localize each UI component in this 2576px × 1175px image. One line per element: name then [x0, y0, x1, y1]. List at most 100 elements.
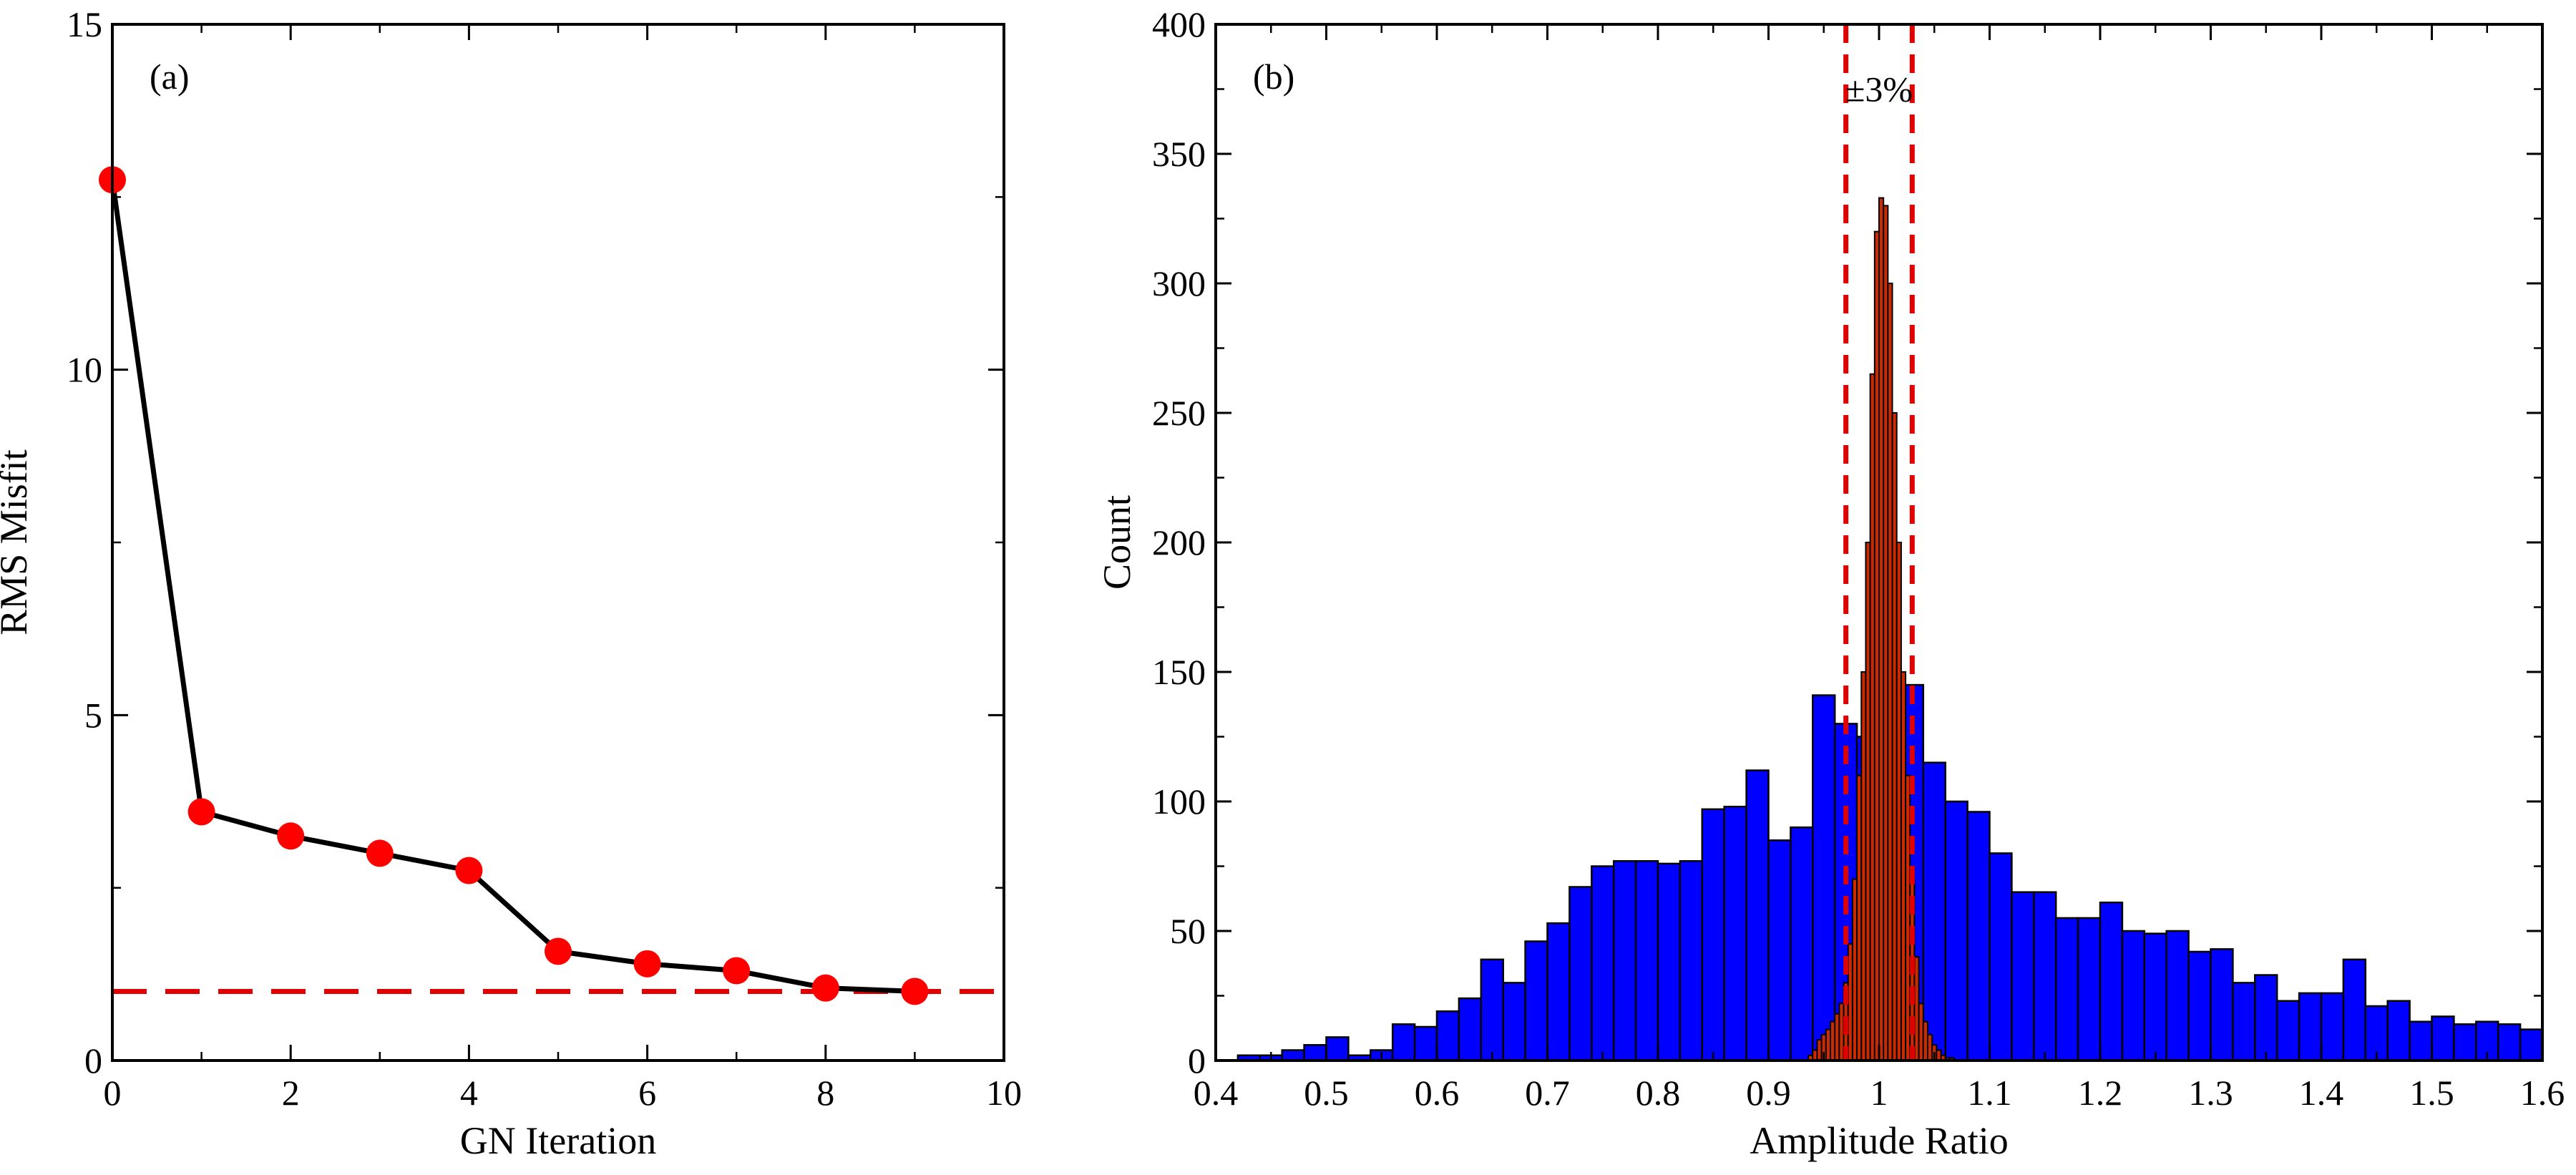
- panel-b-bar-all: [2011, 891, 2035, 1062]
- panel-a-data-point: [455, 857, 483, 884]
- panel-b-bar-all: [1989, 852, 2013, 1062]
- panel-b-y-tick-label: 200: [1152, 522, 1206, 562]
- panel-b-bar-all: [1701, 808, 1725, 1062]
- panel-b-bar-all: [1966, 811, 1991, 1062]
- panel-b-bar-all: [1546, 922, 1571, 1062]
- panel-b-bar-all: [2409, 1020, 2433, 1062]
- panel-a-data-point: [723, 957, 751, 985]
- panel-b-bar-all: [2364, 1005, 2389, 1062]
- panel-b-bar-all: [2453, 1023, 2477, 1062]
- panel-b-y-tick-label: 350: [1152, 134, 1206, 174]
- panel-a-x-tick-label: 10: [986, 1073, 1022, 1113]
- panel-a-x-tick-label: 8: [816, 1073, 834, 1113]
- panel-a-label: (a): [150, 57, 190, 97]
- panel-b-y-axis-label: Count: [1096, 495, 1138, 590]
- panel-a-axes-frame: [111, 23, 1005, 1062]
- panel-a-data-point: [545, 937, 572, 965]
- panel-a-x-tick-label: 4: [460, 1073, 478, 1113]
- panel-a-marks: [99, 166, 1004, 1005]
- panel-b-x-tick-label: 1.4: [2299, 1073, 2344, 1113]
- panel-b-bar-all: [2497, 1023, 2522, 1062]
- panel-a-x-tick-label: 2: [282, 1073, 300, 1113]
- panel-b-x-tick-label: 1.3: [2188, 1073, 2233, 1113]
- panel-b-histogram: 0.4 0.5 0.6 0.7 0.8 0.9 1 1.1 1.2 1.3 1.4 1.5 1.6 0 50…: [1096, 4, 2565, 1162]
- panel-b-bar-all: [2121, 930, 2146, 1062]
- panel-b-x-tick-label: 0.5: [1304, 1073, 1349, 1113]
- panel-b-y-tick-label: 250: [1152, 393, 1206, 433]
- panel-b-bar-all: [2165, 930, 2190, 1062]
- panel-b-bar-all: [1944, 800, 1968, 1062]
- panel-a-data-point: [811, 974, 839, 1002]
- panel-b-bar-all: [2386, 1000, 2411, 1062]
- panel-b-bar-all: [1281, 1049, 1305, 1062]
- panel-b-bar-all: [1634, 860, 1659, 1062]
- panel-a-data-point: [366, 839, 394, 867]
- panel-b-bar-all: [1612, 860, 1637, 1062]
- panel-b-bar-all: [1922, 761, 1946, 1062]
- panel-b-x-tick-label: 1.2: [2078, 1073, 2123, 1113]
- panel-a-data-point: [187, 798, 215, 826]
- panel-b-bar-all: [2275, 1000, 2301, 1062]
- panel-b-bar-all: [1745, 769, 1770, 1062]
- panel-b-bar-all: [2254, 974, 2278, 1062]
- panel-b-bar-all: [1325, 1036, 1350, 1062]
- panel-b-bar-all: [2519, 1028, 2544, 1062]
- panel-b-bar-all: [2342, 958, 2367, 1062]
- panel-b-x-tick-label: 0.9: [1746, 1073, 1791, 1113]
- panel-b-bar-all: [2298, 992, 2323, 1062]
- panel-a-y-tick-label: 15: [67, 4, 102, 44]
- panel-b-x-tick-label: 1: [1870, 1073, 1888, 1113]
- panel-a-x-tick-label: 0: [104, 1073, 122, 1113]
- panel-b-x-axis-label: Amplitude Ratio: [1750, 1119, 2008, 1162]
- panel-b-y-tick-label: 50: [1170, 911, 1206, 951]
- panel-b-bar-all: [1723, 805, 1747, 1062]
- panel-a-x-axis-label: GN Iteration: [460, 1119, 656, 1162]
- panel-b-bar-all: [1591, 865, 1615, 1062]
- panel-b-x-tick-label: 0.6: [1415, 1073, 1460, 1113]
- panel-b-bar-all: [1391, 1023, 1416, 1062]
- panel-a-ticks: 0 2 4 6 8 10 0 5 10 15: [67, 4, 1022, 1113]
- panel-b-bar-all: [2232, 982, 2256, 1062]
- panel-b-bar-all: [1524, 940, 1548, 1062]
- panel-a-x-tick-label: 6: [638, 1073, 656, 1113]
- panel-b-bar-all: [1458, 997, 1483, 1062]
- panel-b-label: (b): [1253, 57, 1294, 97]
- panel-b-bar-all: [1303, 1044, 1327, 1062]
- panel-b-bar-all: [1435, 1010, 1460, 1062]
- panel-b-marks: [1236, 24, 2544, 1062]
- panel-b-y-tick-label: 150: [1152, 652, 1206, 692]
- panel-a-y-tick-label: 5: [84, 695, 102, 735]
- panel-b-bar-all: [1790, 826, 1814, 1062]
- panel-b-bar-all: [2210, 948, 2234, 1062]
- panel-b-bar-all: [2099, 901, 2124, 1062]
- panel-b-bar-all: [1812, 694, 1836, 1062]
- panel-b-bar-all: [1679, 860, 1704, 1062]
- panel-b-threshold-annotation: ±3%: [1845, 69, 1913, 109]
- panel-b-bar-all: [1568, 886, 1593, 1062]
- panel-a-y-axis-label: RMS Misfit: [0, 449, 35, 635]
- panel-b-bar-all: [1480, 958, 1504, 1062]
- panel-b-ticks: 0.4 0.5 0.6 0.7 0.8 0.9 1 1.1 1.2 1.3 1.4 1.5 1.6 0 50…: [1152, 4, 2565, 1113]
- panel-a-y-tick-label: 0: [84, 1040, 102, 1081]
- panel-a-data-point: [633, 950, 661, 977]
- panel-b-y-tick-label: 400: [1152, 4, 1206, 44]
- panel-b-bar-all: [1502, 982, 1526, 1062]
- panel-b-y-tick-label: 300: [1152, 263, 1206, 303]
- panel-b-x-tick-label: 0.8: [1636, 1073, 1681, 1113]
- panel-b-bar-all: [2033, 891, 2057, 1062]
- panel-b-x-tick-label: 0.4: [1194, 1073, 1239, 1113]
- panel-b-bar-all: [2431, 1015, 2455, 1062]
- panel-b-bar-all: [2143, 932, 2167, 1062]
- panel-a-data-point: [901, 977, 929, 1005]
- panel-b-y-tick-label: 100: [1152, 781, 1206, 821]
- panel-b-bar-all: [2320, 992, 2345, 1062]
- panel-b-bar-all: [1657, 862, 1682, 1062]
- panel-b-x-tick-label: 1.6: [2520, 1073, 2565, 1113]
- panel-b-bar-all: [1413, 1025, 1438, 1062]
- panel-a-misfit-line: [109, 179, 915, 994]
- panel-b-bar-all: [2077, 917, 2102, 1062]
- panel-b-x-tick-label: 1.1: [1967, 1073, 2012, 1113]
- panel-b-bar-all: [2054, 917, 2079, 1062]
- panel-a-data-point: [277, 822, 305, 850]
